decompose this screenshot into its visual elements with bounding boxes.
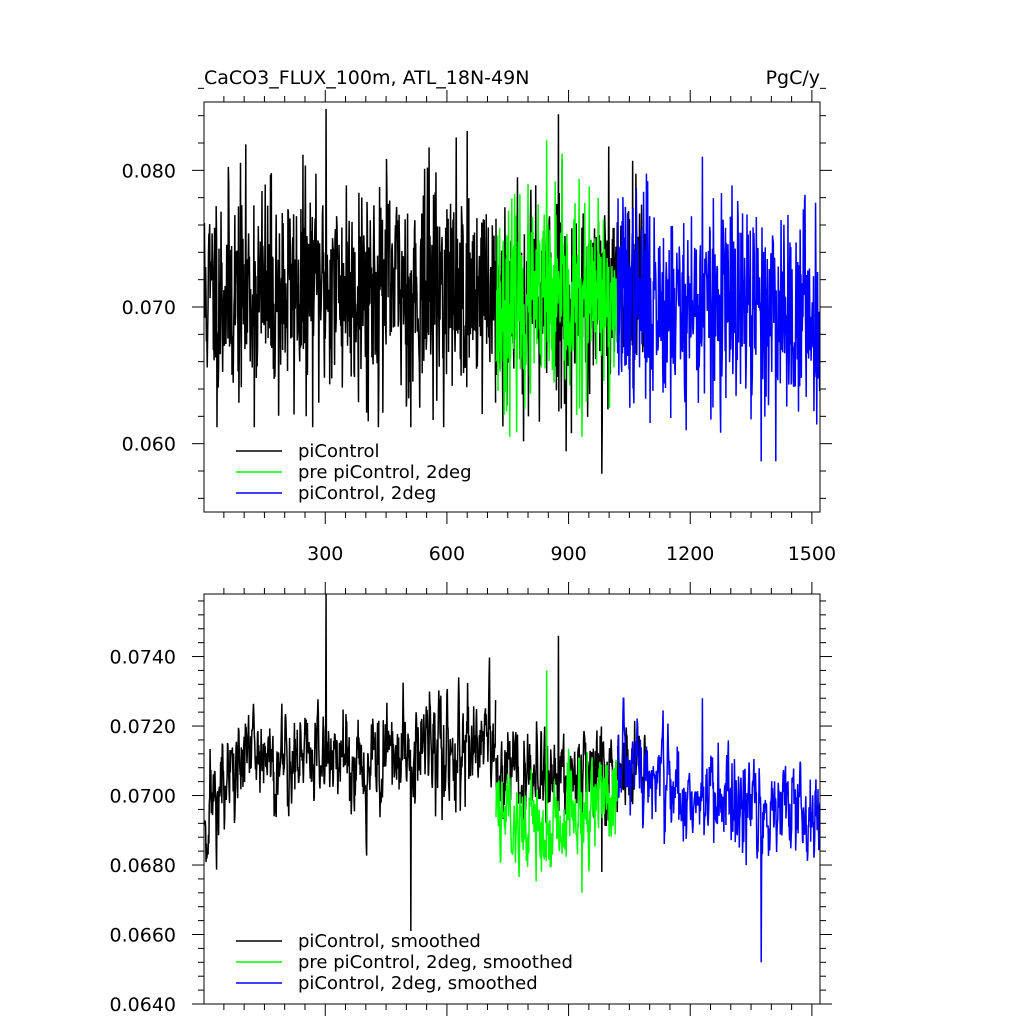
y-tick-label: 0.0660 bbox=[110, 925, 176, 947]
legend-label: pre piControl, 2deg bbox=[298, 462, 472, 483]
legend-label: piControl, 2deg, smoothed bbox=[298, 973, 538, 994]
bottom-panel: 0.0640 0.0660 0.0680 0.0700 0.0720 0.0740 piCo… bbox=[110, 582, 832, 1016]
series-line-picontrol-smoothed bbox=[204, 594, 497, 932]
plot-frame bbox=[203, 593, 821, 1005]
y-tick-label: 0.0740 bbox=[110, 647, 176, 669]
top-panel: 300 600 900 1200 1500 0.060 0.070 0.080 piContro… bbox=[122, 87, 836, 565]
y-tick-label: 0.080 bbox=[122, 160, 176, 182]
y-tick-label: 0.0700 bbox=[110, 786, 176, 808]
x-tick-label: 900 bbox=[550, 543, 586, 565]
y-tick-label: 0.070 bbox=[122, 297, 176, 319]
series-line-picontrol-2deg-smoothed bbox=[616, 697, 820, 963]
legend-label: piControl bbox=[298, 441, 380, 462]
series-line-picontrol-2deg bbox=[616, 156, 820, 462]
series-line-pre-picontrol-2deg bbox=[495, 140, 618, 437]
x-tick-label: 1200 bbox=[666, 543, 714, 565]
x-tick-label: 300 bbox=[307, 543, 343, 565]
x-tick-label: 600 bbox=[429, 543, 465, 565]
y-tick-label: 0.0640 bbox=[110, 994, 176, 1016]
series-line-picontrol bbox=[204, 108, 497, 428]
chart-units: PgC/y bbox=[766, 67, 820, 89]
series-line-pre-picontrol-2deg-smoothed bbox=[495, 670, 618, 893]
legend-label: piControl, smoothed bbox=[298, 931, 481, 952]
y-tick-label: 0.060 bbox=[122, 434, 176, 456]
y-tick-label: 0.0720 bbox=[110, 716, 176, 738]
y-tick-label: 0.0680 bbox=[110, 855, 176, 877]
legend-label: pre piControl, 2deg, smoothed bbox=[298, 952, 573, 973]
chart-title: CaCO3_FLUX_100m, ATL_18N-49N bbox=[204, 67, 529, 89]
x-tick-label: 1500 bbox=[788, 543, 836, 565]
legend-label: piControl, 2deg bbox=[298, 483, 436, 504]
